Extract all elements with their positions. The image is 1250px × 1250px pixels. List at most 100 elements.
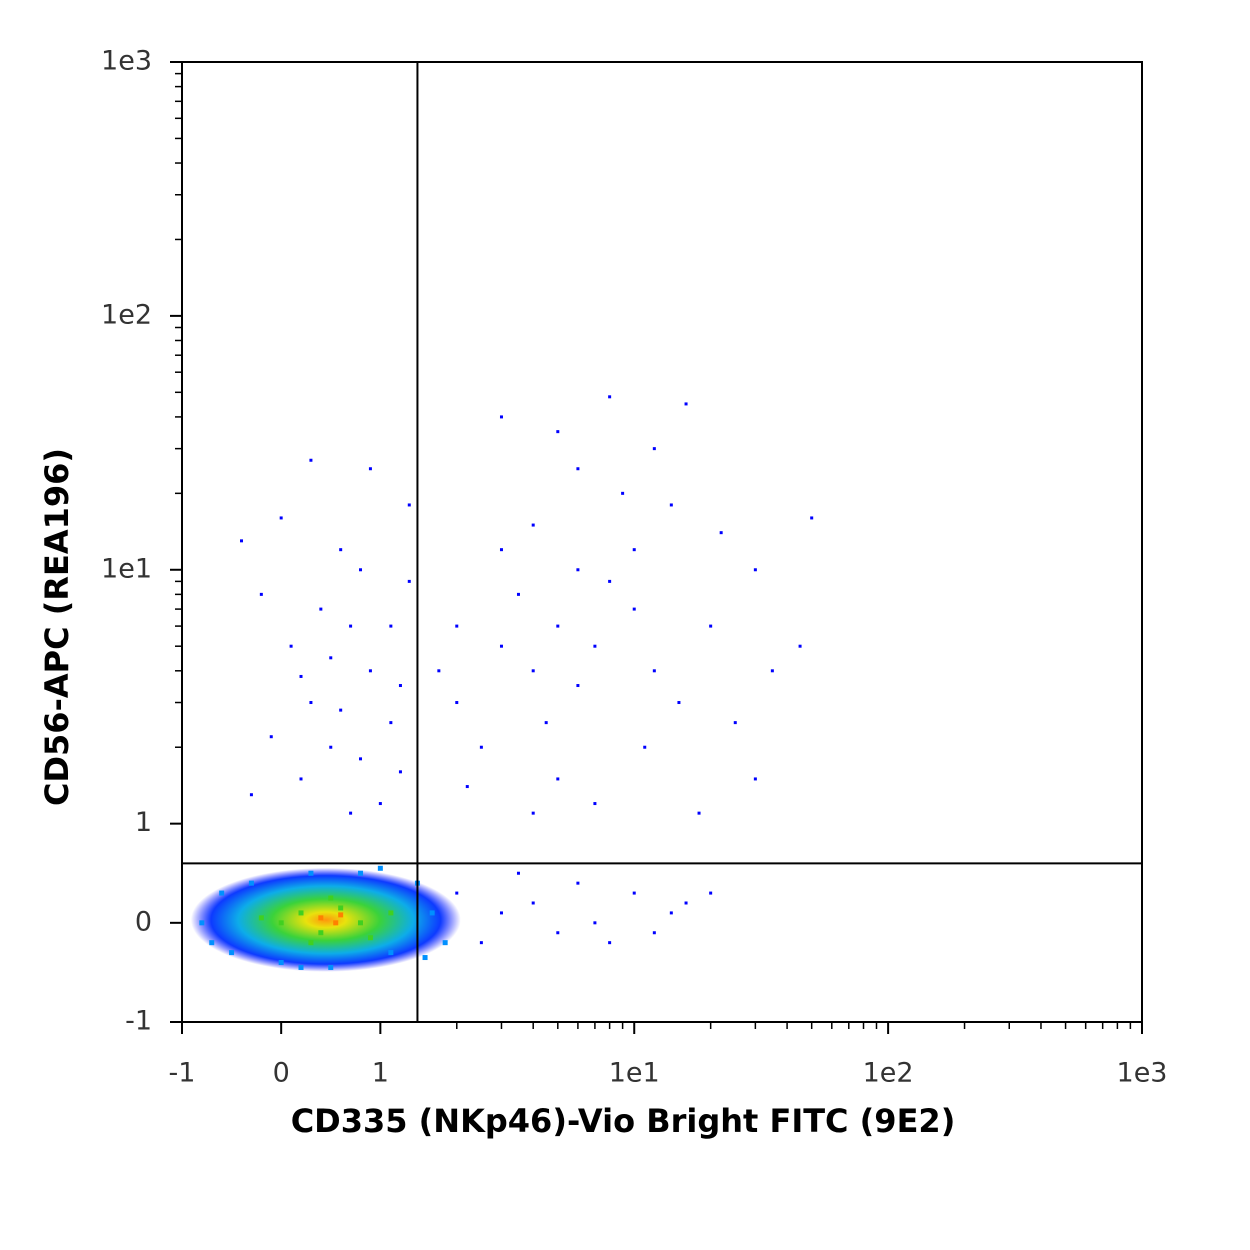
data-point <box>318 930 324 936</box>
data-point <box>608 395 612 399</box>
x-tick-label: -1 <box>169 1058 196 1089</box>
data-point <box>677 701 681 705</box>
data-point <box>733 721 737 725</box>
data-point <box>684 402 688 406</box>
data-point <box>407 503 411 507</box>
data-point <box>248 880 254 886</box>
data-point <box>398 684 402 688</box>
y-tick-label: 1e2 <box>101 299 152 330</box>
data-point <box>388 910 394 916</box>
data-point <box>669 503 673 507</box>
data-point <box>479 745 483 749</box>
data-point <box>798 644 802 648</box>
data-point <box>279 516 283 520</box>
data-point <box>389 721 393 725</box>
data-point <box>349 624 353 628</box>
data-point <box>697 811 701 815</box>
data-point <box>309 458 313 462</box>
data-point <box>358 870 364 876</box>
data-point <box>229 950 235 956</box>
data-point <box>289 644 293 648</box>
data-point <box>593 644 597 648</box>
y-axis-title: CD56-APC (REA196) <box>38 448 76 806</box>
x-tick-label: 1 <box>372 1058 389 1089</box>
data-point <box>278 959 284 965</box>
data-point <box>339 708 343 712</box>
data-point <box>388 950 394 956</box>
data-point <box>465 785 469 789</box>
data-point <box>719 531 723 535</box>
data-point <box>632 891 636 895</box>
data-point <box>407 579 411 583</box>
data-point <box>632 548 636 552</box>
data-point <box>455 891 459 895</box>
data-point <box>556 430 560 434</box>
data-point <box>479 941 483 945</box>
data-point <box>709 624 713 628</box>
x-axis-title: CD335 (NKp46)-Vio Bright FITC (9E2) <box>291 1102 956 1140</box>
y-tick-label: -1 <box>125 1006 152 1037</box>
data-point <box>333 920 339 926</box>
data-point <box>556 777 560 781</box>
data-point <box>576 881 580 885</box>
data-point <box>339 548 343 552</box>
y-tick-label: 1e3 <box>101 46 152 77</box>
data-point <box>499 548 503 552</box>
data-point <box>652 447 656 451</box>
data-point <box>770 669 774 673</box>
data-point <box>299 777 303 781</box>
x-tick-label: 0 <box>273 1058 290 1089</box>
data-point <box>398 770 402 774</box>
data-point <box>359 568 363 572</box>
data-point <box>368 669 372 673</box>
data-point <box>219 890 225 896</box>
x-tick-label: 1e2 <box>863 1058 914 1089</box>
data-point <box>249 793 253 797</box>
data-point <box>259 592 263 596</box>
data-point <box>608 941 612 945</box>
data-point <box>258 915 264 921</box>
data-point <box>499 415 503 419</box>
data-point <box>422 955 428 961</box>
data-point <box>240 539 244 543</box>
data-point <box>516 592 520 596</box>
data-point <box>329 656 333 660</box>
data-point <box>437 669 441 673</box>
y-tick-label: 1 <box>135 807 152 838</box>
data-point <box>621 491 625 495</box>
data-point <box>643 745 647 749</box>
data-point <box>684 901 688 905</box>
data-point <box>753 777 757 781</box>
density-core <box>190 867 461 972</box>
data-point <box>669 911 673 915</box>
data-point <box>556 624 560 628</box>
data-point <box>593 802 597 806</box>
data-point <box>319 607 323 611</box>
data-point <box>329 745 333 749</box>
data-point <box>308 940 314 946</box>
data-point <box>298 910 304 916</box>
data-point <box>308 870 314 876</box>
data-point <box>328 964 334 970</box>
y-tick-label: 0 <box>135 906 152 937</box>
data-point <box>576 568 580 572</box>
data-point <box>516 871 520 875</box>
data-point <box>531 901 535 905</box>
data-point <box>359 757 363 761</box>
data-point <box>199 920 205 926</box>
data-point <box>455 624 459 628</box>
x-tick-label: 1e1 <box>609 1058 660 1089</box>
plot-frame <box>181 61 1143 1023</box>
data-point <box>810 516 814 520</box>
data-point <box>455 701 459 705</box>
data-point <box>328 895 334 901</box>
data-point <box>367 935 373 941</box>
data-point <box>632 607 636 611</box>
data-point <box>556 931 560 935</box>
data-point <box>576 467 580 471</box>
data-point <box>531 523 535 527</box>
y-tick-label: 1e1 <box>101 553 152 584</box>
data-point <box>442 940 448 946</box>
data-point <box>544 721 548 725</box>
data-point <box>608 579 612 583</box>
